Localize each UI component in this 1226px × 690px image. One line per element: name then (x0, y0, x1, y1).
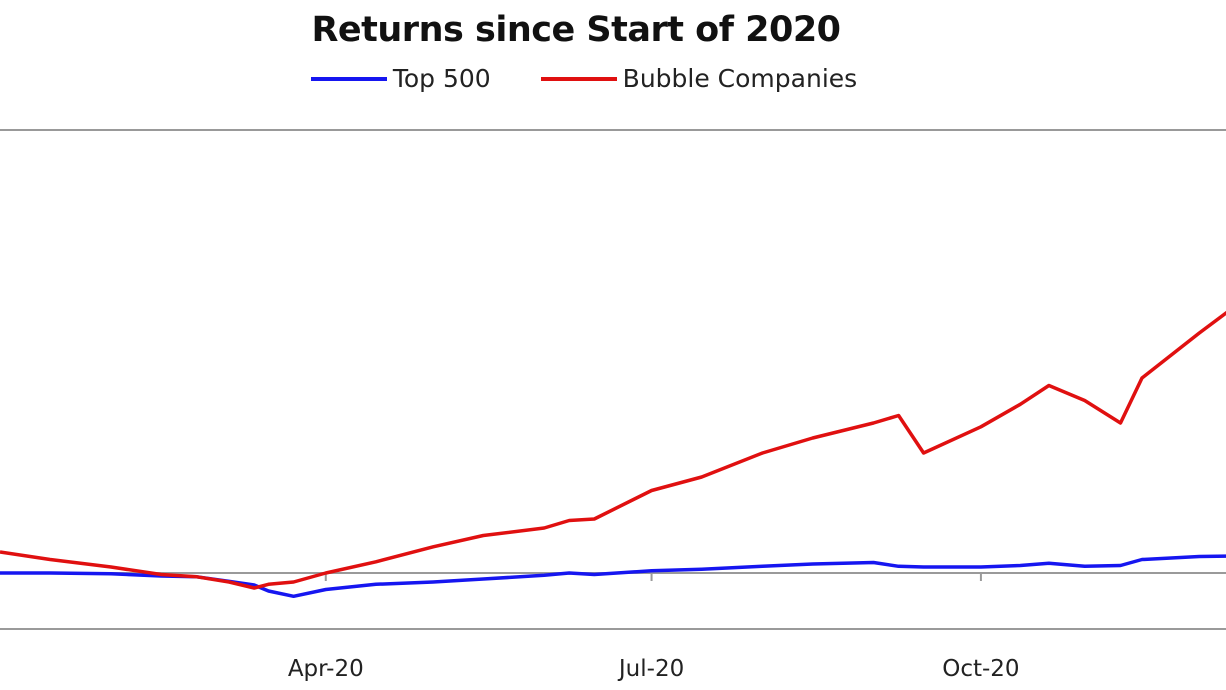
legend-swatch-bubble (540, 76, 617, 81)
series-line-bubble-companies (0, 310, 1226, 590)
legend: Top 500 Bubble Companies (0, 64, 1168, 93)
legend-label-bubble: Bubble Companies (622, 64, 858, 93)
series-lines (0, 310, 1226, 599)
x-tick-label: Apr-20 (288, 656, 364, 682)
legend-label-top500: Top 500 (392, 64, 491, 93)
chart-title: Returns since Start of 2020 (311, 10, 841, 50)
legend-item-top500: Top 500 (310, 64, 491, 93)
series-line-top500 (0, 554, 1226, 599)
x-tick-label: Oct-20 (942, 656, 1019, 682)
legend-item-bubble: Bubble Companies (540, 64, 858, 93)
x-tick-label: Jul-20 (617, 656, 684, 682)
legend-swatch-top500 (310, 76, 387, 81)
